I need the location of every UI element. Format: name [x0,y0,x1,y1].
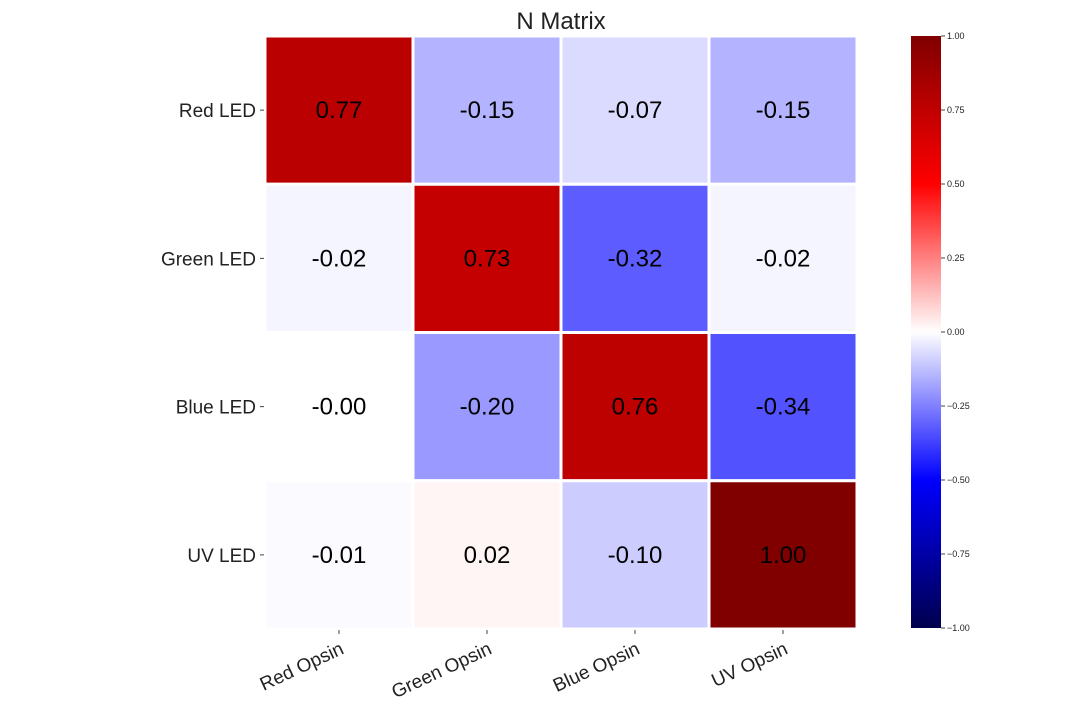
heatmap-cell [707,182,859,334]
cell-value-label: 0.73 [464,245,511,272]
row-label: Red LED [179,101,256,122]
heatmap-cell [707,331,859,483]
column-label: Red Opsin [257,638,347,695]
heatmap-cell [411,331,563,483]
colorbar-tick-label: −0.50 [947,475,970,485]
cell-value-label: -0.10 [608,542,663,569]
cell-value-label: 0.02 [464,542,511,569]
cell-value-label: -0.01 [312,542,367,569]
row-axis: Red LED Green LED Blue LED UV LED [161,101,264,567]
colorbar-tick-label: −0.75 [947,549,970,559]
cell-value-label: 0.77 [316,97,363,124]
heatmap-cell [559,34,711,186]
heatmap-cell [707,479,859,631]
cell-value-label: -0.02 [312,245,367,272]
column-label: UV Opsin [709,638,792,691]
colorbar: 1.00 0.75 0.50 0.25 0.00 −0.25 −0.50 −0.75 −1.00 [911,31,970,633]
colorbar-gradient [911,36,941,628]
colorbar-tick-label: −0.25 [947,401,970,411]
row-label: Blue LED [176,398,256,419]
heatmap-cell [707,34,859,186]
cell-value-label: -0.20 [460,394,515,421]
colorbar-tick-label: −1.00 [947,623,970,633]
row-label: Green LED [161,249,256,270]
heatmap-cell [411,34,563,186]
row-label: UV LED [187,546,256,567]
cell-value-label: 0.76 [612,394,659,421]
chart-title: N Matrix [516,8,605,35]
colorbar-tick-label: 1.00 [947,31,965,41]
colorbar-tick-label: 0.25 [947,253,965,263]
cell-value-label: -0.00 [312,394,367,421]
colorbar-tick-label: 0.75 [947,105,965,115]
heatmap-cell [411,479,563,631]
heatmap-cell [263,34,415,186]
cell-value-label: -0.15 [460,97,515,124]
colorbar-tick-label: 0.50 [947,179,965,189]
cell-value-label: -0.15 [756,97,811,124]
cell-value-label: -0.07 [608,97,663,124]
heatmap-cell [411,182,563,334]
cell-value-label: -0.32 [608,245,663,272]
cell-value-label: -0.34 [756,394,811,421]
cell-value-label: -0.02 [756,245,811,272]
cell-value-label: 1.00 [760,542,807,569]
heatmap-cell [263,479,415,631]
column-label: Green Opsin [389,638,496,703]
column-label: Blue Opsin [550,638,643,696]
colorbar-tick-label: 0.00 [947,327,965,337]
column-axis: Red Opsin Green Opsin Blue Opsin UV Opsin [257,630,791,703]
heatmap-cells: 0.77 -0.15 -0.07 -0.15 -0.02 0.73 -0.32 -0.02 -0… [263,34,859,631]
